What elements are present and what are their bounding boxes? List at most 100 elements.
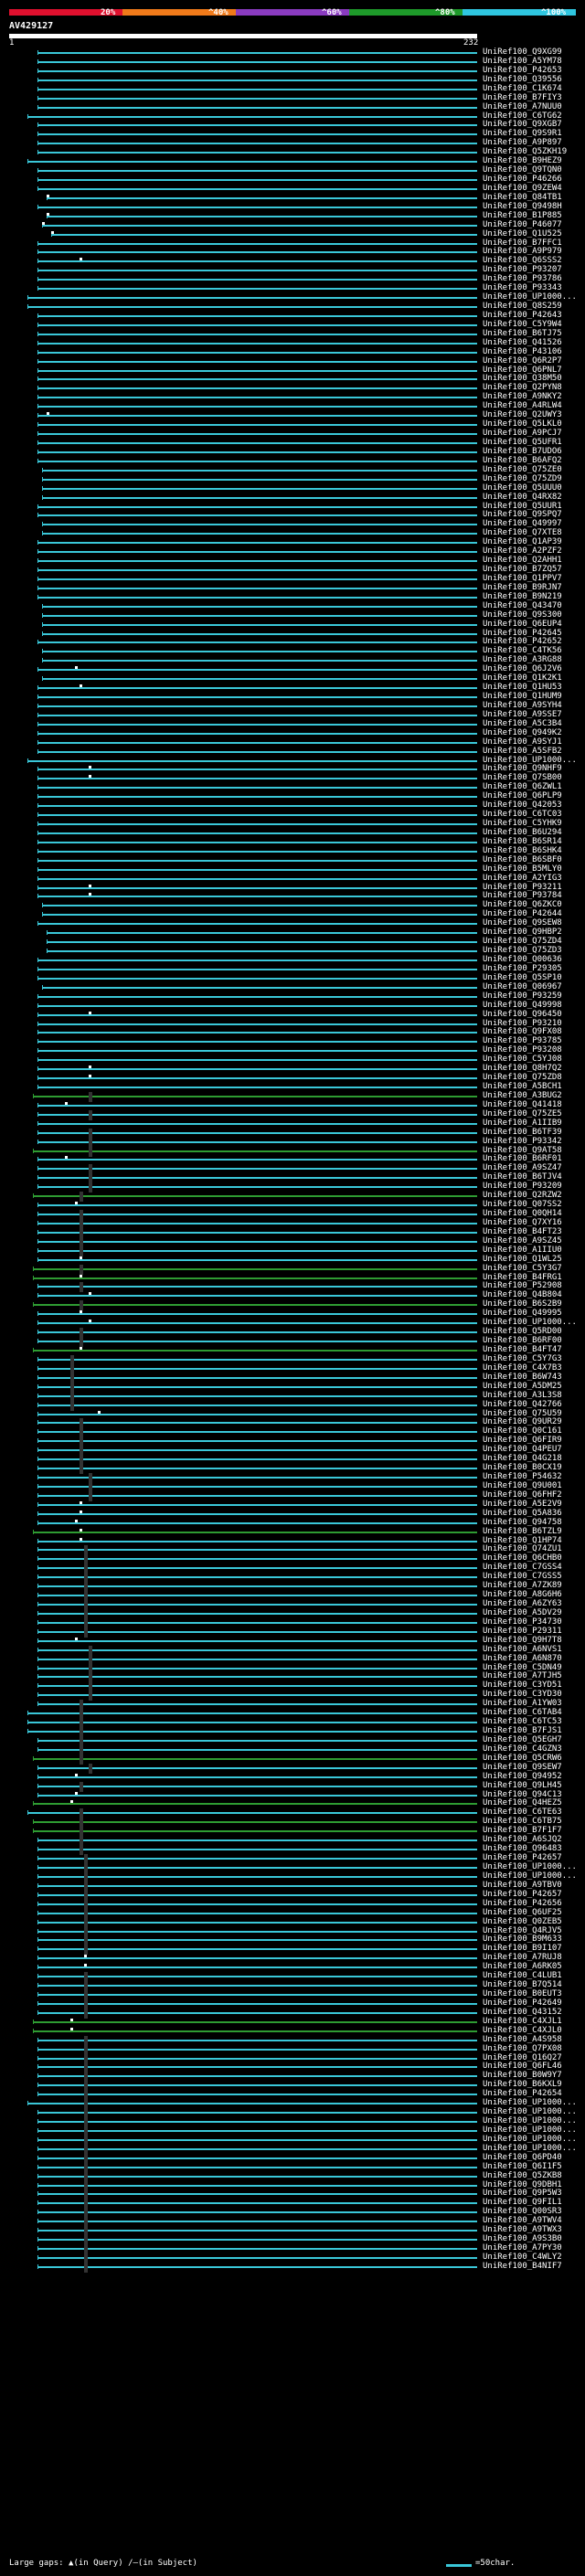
hit-alignment-line[interactable] [42,605,477,608]
hit-alignment-line[interactable] [33,1349,477,1352]
hit-alignment-line[interactable] [42,496,477,499]
hit-alignment-line[interactable] [37,2147,477,2150]
hit-label[interactable]: UniRef100_A9SSE7 [483,709,562,719]
hit-label[interactable]: UniRef100_A9SYH4 [483,700,562,710]
hit-alignment-line[interactable] [37,1558,477,1561]
hit-label[interactable]: UniRef100_Q9U001 [483,1480,562,1490]
hit-alignment-line[interactable] [37,551,477,554]
hit-label[interactable]: UniRef100_Q4PEU7 [483,1445,562,1455]
hit-alignment-line[interactable] [37,1077,477,1080]
hit-label[interactable]: UniRef100_A9SYJ1 [483,737,562,747]
hit-alignment-line[interactable] [37,2084,477,2087]
hit-label[interactable]: UniRef100_Q1WL25 [483,1254,562,1264]
hit-label[interactable]: UniRef100_B6KXL9 [483,2080,562,2090]
hit-label[interactable]: UniRef100_P93343 [483,283,562,293]
hit-alignment-line[interactable] [37,2265,477,2268]
hit-alignment-line[interactable] [37,1912,477,1914]
hit-label[interactable]: UniRef100_A9NKY2 [483,392,562,402]
hit-label[interactable]: UniRef100_A2YIG3 [483,873,562,883]
hit-alignment-line[interactable] [37,1186,477,1189]
hit-alignment-line[interactable] [37,560,477,563]
hit-label[interactable]: UniRef100_A6N870 [483,1653,562,1663]
hit-label[interactable]: UniRef100_C6TG62 [483,111,562,121]
hit-label[interactable]: UniRef100_A1YW03 [483,1699,562,1709]
hit-alignment-line[interactable] [37,1903,477,1905]
hit-alignment-line[interactable] [37,832,477,834]
hit-label[interactable]: UniRef100_A7RUJ8 [483,1953,562,1963]
hit-label[interactable]: UniRef100_Q6CHB0 [483,1553,562,1564]
hit-label[interactable]: UniRef100_Q5RD00 [483,1327,562,1337]
hit-label[interactable]: UniRef100_C5YHK9 [483,819,562,829]
hit-alignment-line[interactable] [37,1585,477,1588]
hit-alignment-line[interactable] [37,1331,477,1334]
hit-alignment-line[interactable] [42,533,477,535]
hit-label[interactable]: UniRef100_Q6PLP9 [483,791,562,801]
hit-alignment-line[interactable] [42,986,477,989]
hit-label[interactable]: UniRef100_C7GSS4 [483,1563,562,1573]
hit-label[interactable]: UniRef100_Q75ZD8 [483,1073,562,1083]
hit-alignment-line[interactable] [37,1739,477,1742]
hit-alignment-line[interactable] [37,2138,477,2141]
hit-alignment-line[interactable] [37,1776,477,1778]
hit-alignment-line[interactable] [37,1313,477,1316]
hit-alignment-line[interactable] [37,2239,477,2242]
hit-label[interactable]: UniRef100_A9PCJ7 [483,429,562,439]
hit-alignment-line[interactable] [37,1113,477,1116]
hit-alignment-line[interactable] [27,115,477,118]
hit-alignment-line[interactable] [37,1023,477,1025]
hit-alignment-line[interactable] [37,1468,477,1470]
hit-alignment-line[interactable] [37,69,477,72]
hit-label[interactable]: UniRef100_P42644 [483,909,562,919]
hit-alignment-line[interactable] [37,1957,477,1960]
hit-label[interactable]: UniRef100_Q4HEZ5 [483,1798,562,1808]
hit-alignment-line[interactable] [37,1140,477,1143]
hit-alignment-line[interactable] [37,1521,477,1524]
hit-label[interactable]: UniRef100_Q9SEW7 [483,1762,562,1772]
hit-alignment-line[interactable] [37,1385,477,1388]
hit-alignment-line[interactable] [37,1948,477,1951]
hit-label[interactable]: UniRef100_A7TJH5 [483,1671,562,1681]
hit-label[interactable]: UniRef100_Q6SSS2 [483,256,562,266]
hit-label[interactable]: UniRef100_P93785 [483,1036,562,1046]
hit-alignment-line[interactable] [37,1612,477,1615]
hit-alignment-line[interactable] [37,1849,477,1851]
hit-alignment-line[interactable] [37,1286,477,1288]
hit-label[interactable]: UniRef100_A9P897 [483,138,562,148]
hit-alignment-line[interactable] [42,651,477,653]
hit-alignment-line[interactable] [37,1422,477,1425]
hit-alignment-line[interactable] [37,1214,477,1216]
hit-alignment-line[interactable] [37,1204,477,1207]
hit-label[interactable]: UniRef100_Q43470 [483,600,562,610]
hit-alignment-line[interactable] [37,1748,477,1751]
hit-alignment-line[interactable] [37,2175,477,2178]
hit-label[interactable]: UniRef100_P42657 [483,1889,562,1899]
hit-alignment-line[interactable] [37,2121,477,2124]
hit-alignment-line[interactable] [37,397,477,399]
hit-alignment-line[interactable] [37,251,477,254]
hit-label[interactable]: UniRef100_A6SJQ2 [483,1835,562,1845]
hit-alignment-line[interactable] [37,778,477,780]
hit-label[interactable]: UniRef100_Q7XY16 [483,1217,562,1227]
hit-alignment-line[interactable] [37,2193,477,2196]
hit-alignment-line[interactable] [51,233,477,236]
hit-label[interactable]: UniRef100_B6TF39 [483,1127,562,1137]
hit-label[interactable]: UniRef100_Q2PYN8 [483,383,562,393]
hit-label[interactable]: UniRef100_UP1000... [483,2134,577,2144]
hit-label[interactable]: UniRef100_B9N219 [483,591,562,601]
hit-label[interactable]: UniRef100_Q38M50 [483,374,562,384]
hit-alignment-line[interactable] [37,369,477,372]
hit-label[interactable]: UniRef100_Q4B804 [483,1290,562,1300]
hit-label[interactable]: UniRef100_A9TBV0 [483,1880,562,1890]
hit-label[interactable]: UniRef100_A4S958 [483,2034,562,2044]
hit-alignment-line[interactable] [47,950,477,953]
hit-alignment-line[interactable] [42,623,477,626]
hit-alignment-line[interactable] [37,52,477,54]
hit-label[interactable]: UniRef100_P42653 [483,65,562,75]
hit-alignment-line[interactable] [37,460,477,462]
hit-alignment-line[interactable] [37,441,477,444]
hit-alignment-line[interactable] [37,1231,477,1234]
hit-alignment-line[interactable] [37,1875,477,1878]
hit-label[interactable]: UniRef100_B7Q514 [483,1980,562,1990]
hit-label[interactable]: UniRef100_P42656 [483,1898,562,1908]
hit-label[interactable]: UniRef100_P93210 [483,1018,562,1028]
